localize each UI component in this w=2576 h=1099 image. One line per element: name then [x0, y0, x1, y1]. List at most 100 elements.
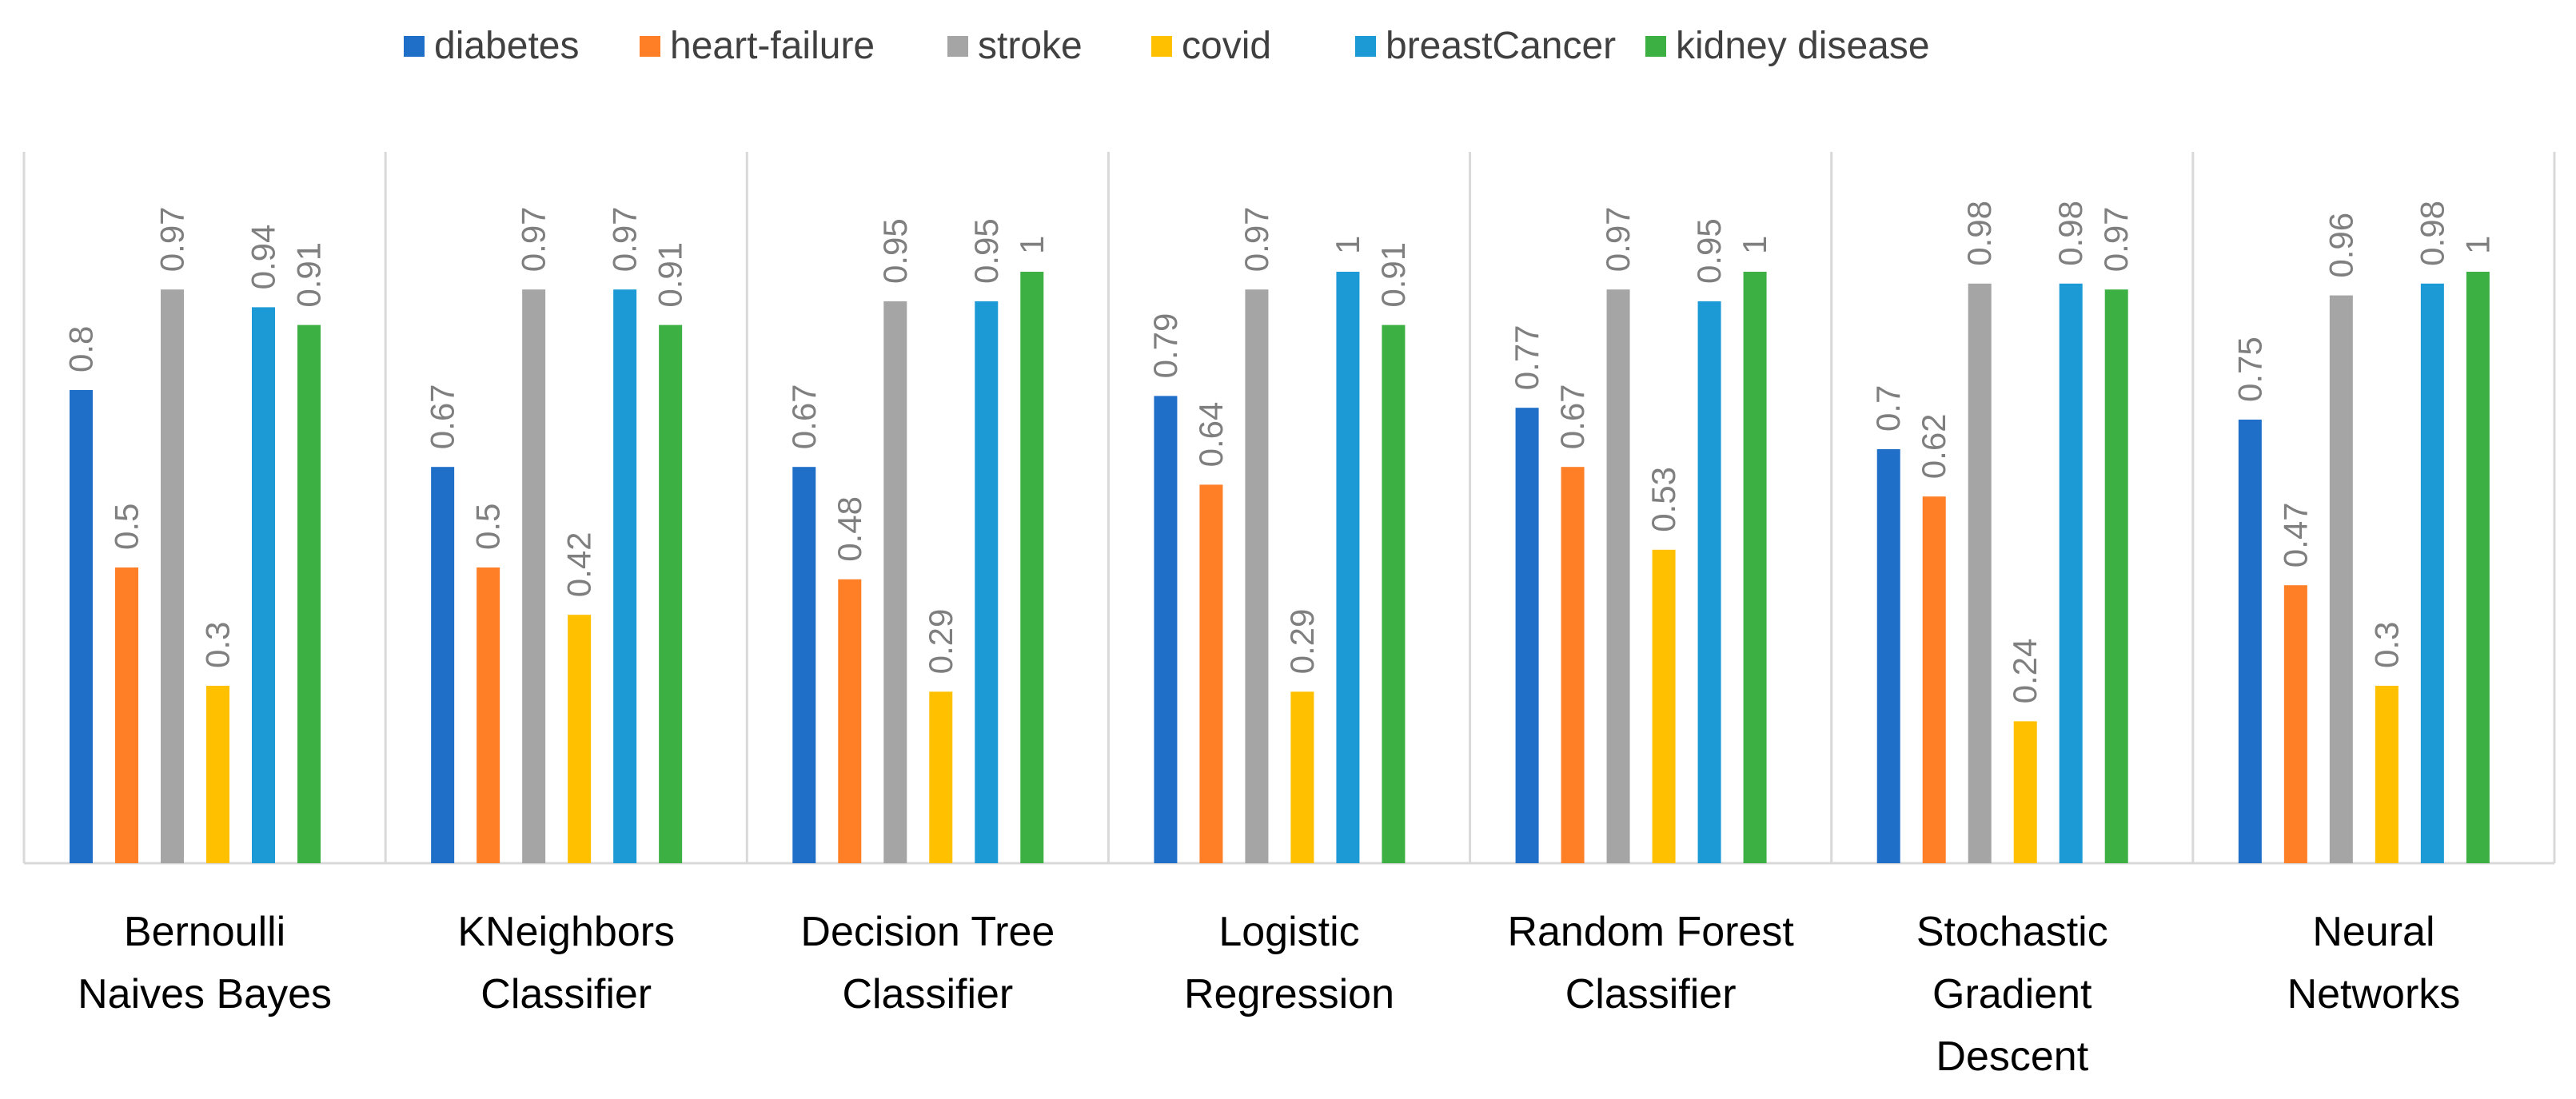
bar-stroke-5 [1606, 289, 1630, 863]
value-label-diabetes-2: 0.67 [424, 384, 461, 449]
bar-kidney-disease-7 [2466, 272, 2490, 863]
value-label-breastcancer-1: 0.94 [245, 225, 282, 290]
value-label-stroke-6: 0.98 [1960, 201, 1998, 266]
bar-heart-failure-4 [1199, 484, 1223, 863]
legend-swatch-kidney-disease [1645, 36, 1666, 57]
bar-diabetes-7 [2238, 420, 2262, 863]
value-label-heart-failure-6: 0.62 [1915, 413, 1952, 479]
bar-breastcancer-6 [2059, 283, 2083, 863]
bar-breastcancer-7 [2420, 283, 2444, 863]
category-label-3: Classifier [842, 971, 1013, 1017]
bar-kidney-disease-2 [659, 325, 683, 864]
bar-diabetes-1 [70, 390, 93, 863]
value-label-breastcancer-6: 0.98 [2052, 201, 2089, 266]
category-label-1: Naives Bayes [78, 971, 332, 1017]
category-label-1: Bernoulli [124, 909, 285, 955]
value-label-stroke-4: 0.97 [1238, 206, 1275, 272]
value-label-diabetes-4: 0.79 [1146, 313, 1184, 379]
legend-swatch-heart-failure [640, 36, 660, 57]
category-label-6: Descent [1936, 1033, 2088, 1080]
legend-swatch-breastcancer [1355, 36, 1376, 57]
bar-kidney-disease-1 [297, 325, 321, 864]
category-label-6: Gradient [1932, 971, 2092, 1017]
value-label-heart-failure-5: 0.67 [1553, 384, 1591, 449]
value-label-diabetes-3: 0.67 [785, 384, 823, 449]
value-label-stroke-2: 0.97 [515, 206, 552, 272]
category-label-6: Stochastic [1916, 909, 2108, 955]
value-label-heart-failure-7: 0.47 [2276, 502, 2314, 567]
legend-swatch-stroke [947, 36, 968, 57]
bar-stroke-3 [883, 301, 907, 863]
value-label-covid-7: 0.3 [2367, 622, 2405, 668]
legend-label-kidney-disease: kidney disease [1676, 25, 1930, 67]
category-label-7: Networks [2287, 971, 2461, 1017]
value-label-kidney-disease-4: 0.91 [1374, 242, 1412, 308]
bar-stroke-6 [1968, 283, 1992, 863]
value-label-covid-2: 0.42 [560, 532, 598, 597]
bar-breastcancer-3 [975, 301, 999, 863]
value-label-diabetes-6: 0.7 [1869, 385, 1907, 432]
category-label-4: Logistic [1218, 909, 1359, 955]
x-axis-labels: Bernoulli Naives Bayes KNeighbors Classifie… [78, 909, 2460, 1080]
value-label-kidney-disease-2: 0.91 [652, 242, 689, 308]
value-label-breastcancer-5: 0.95 [1690, 218, 1728, 284]
category-label-2: KNeighbors [457, 909, 675, 955]
value-label-diabetes-1: 0.8 [62, 326, 100, 372]
value-label-covid-6: 0.24 [2006, 639, 2044, 704]
bar-covid-5 [1652, 549, 1676, 863]
legend: diabetes heart-failure stroke covid breastCa… [404, 25, 1930, 67]
category-label-5: Random Forest [1507, 909, 1794, 955]
value-label-kidney-disease-3: 1 [1013, 236, 1051, 254]
value-label-diabetes-5: 0.77 [1508, 325, 1545, 390]
bar-heart-failure-3 [838, 579, 862, 863]
value-label-kidney-disease-7: 1 [2458, 236, 2496, 254]
bar-kidney-disease-5 [1743, 272, 1767, 863]
value-label-diabetes-7: 0.75 [2231, 336, 2268, 402]
category-label-5: Classifier [1565, 971, 1737, 1017]
value-label-kidney-disease-1: 0.91 [290, 242, 328, 308]
value-label-stroke-5: 0.97 [1599, 206, 1637, 272]
bar-stroke-7 [2329, 295, 2353, 864]
bar-kidney-disease-4 [1382, 325, 1406, 864]
category-label-7: Neural [2312, 909, 2434, 955]
bar-heart-failure-7 [2283, 585, 2307, 863]
value-label-covid-4: 0.29 [1283, 609, 1321, 675]
bar-heart-failure-5 [1561, 467, 1585, 863]
value-label-heart-failure-1: 0.5 [108, 504, 146, 550]
bar-breastcancer-2 [613, 289, 637, 863]
legend-label-covid: covid [1182, 25, 1271, 67]
category-label-4: Regression [1184, 971, 1394, 1017]
value-label-stroke-7: 0.96 [2322, 213, 2359, 278]
bar-diabetes-3 [792, 467, 816, 863]
bar-covid-4 [1290, 691, 1314, 863]
category-label-3: Decision Tree [800, 909, 1055, 955]
bar-diabetes-4 [1154, 396, 1178, 863]
value-label-covid-5: 0.53 [1645, 467, 1682, 532]
legend-swatch-covid [1151, 36, 1172, 57]
value-label-stroke-1: 0.97 [154, 206, 191, 272]
bar-stroke-4 [1245, 289, 1269, 863]
bar-covid-3 [929, 691, 953, 863]
value-label-heart-failure-3: 0.48 [831, 496, 868, 562]
bar-covid-7 [2375, 686, 2399, 863]
bar-heart-failure-2 [477, 567, 500, 863]
bar-heart-failure-1 [115, 567, 138, 863]
bar-breastcancer-5 [1697, 301, 1721, 863]
bar-kidney-disease-6 [2104, 289, 2128, 863]
category-label-2: Classifier [481, 971, 652, 1017]
bar-covid-1 [206, 686, 229, 863]
value-label-breastcancer-3: 0.95 [967, 218, 1005, 284]
value-label-breastcancer-7: 0.98 [2413, 201, 2450, 266]
bar-stroke-1 [161, 289, 184, 863]
bar-kidney-disease-3 [1020, 272, 1044, 863]
value-label-breastcancer-4: 1 [1329, 236, 1366, 254]
bar-heart-failure-6 [1922, 496, 1946, 863]
bar-stroke-2 [522, 289, 546, 863]
bar-breastcancer-1 [252, 307, 275, 863]
value-label-heart-failure-4: 0.64 [1192, 402, 1230, 468]
legend-swatch-diabetes [404, 36, 425, 57]
value-label-stroke-3: 0.95 [876, 218, 914, 284]
legend-label-breastcancer: breastCancer [1386, 25, 1616, 67]
bar-diabetes-5 [1515, 408, 1539, 863]
